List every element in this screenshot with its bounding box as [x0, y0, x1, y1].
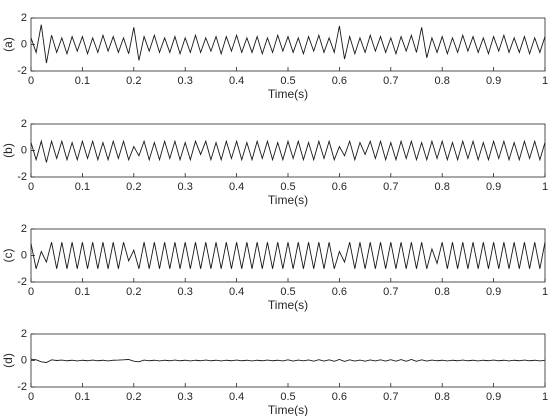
y-tick-label: -2 — [17, 171, 27, 183]
signal-line — [30, 139, 546, 163]
x-tick-label: 0.3 — [178, 391, 193, 403]
y-tick-label: 2 — [21, 223, 27, 235]
x-tick-label: 0.7 — [383, 181, 398, 193]
x-tick-label: 0.8 — [435, 181, 450, 193]
y-tick-label: 0 — [21, 144, 27, 156]
y-tick-label: -2 — [17, 65, 27, 77]
x-tick-label: 0.8 — [435, 391, 450, 403]
y-axis-label: (d) — [1, 353, 15, 368]
x-tick-label: 1 — [542, 391, 548, 403]
x-tick-label: 1 — [542, 75, 548, 87]
plot-frame — [30, 228, 546, 283]
x-axis-label: Time(s) — [268, 193, 308, 207]
y-tick-label: 0 — [21, 38, 27, 50]
y-tick-label: 2 — [21, 12, 27, 24]
y-axis-label: (a) — [1, 37, 15, 52]
x-tick-label: 0.2 — [126, 181, 141, 193]
x-tick-label: 0.7 — [383, 286, 398, 298]
x-tick-label: 0.3 — [178, 181, 193, 193]
x-tick-label: 0.4 — [229, 181, 244, 193]
y-tick-label: 2 — [21, 118, 27, 130]
y-tick-label: -2 — [17, 381, 27, 393]
x-tick-label: 0.3 — [178, 75, 193, 87]
x-tick-label: 0.4 — [229, 286, 244, 298]
x-tick-label: 0.9 — [486, 75, 501, 87]
signal-line — [30, 24, 546, 64]
y-axis-label: (c) — [1, 249, 15, 263]
x-tick-label: 0.1 — [75, 286, 90, 298]
x-tick-label: 0.6 — [332, 286, 347, 298]
x-tick-label: 0.9 — [486, 181, 501, 193]
plot-frame — [30, 17, 546, 72]
x-tick-label: 0.4 — [229, 75, 244, 87]
x-tick-label: 1 — [542, 286, 548, 298]
x-tick-label: 0.5 — [280, 391, 295, 403]
x-axis-label: Time(s) — [268, 87, 308, 101]
x-tick-label: 0 — [28, 286, 34, 298]
y-tick-label: 0 — [21, 249, 27, 261]
x-tick-label: 0.2 — [126, 286, 141, 298]
x-tick-label: 0.6 — [332, 181, 347, 193]
x-tick-label: 1 — [542, 181, 548, 193]
x-tick-label: 0.8 — [435, 286, 450, 298]
x-tick-label: 0 — [28, 181, 34, 193]
x-tick-label: 0.5 — [280, 286, 295, 298]
x-tick-label: 0.5 — [280, 75, 295, 87]
x-tick-label: 0.9 — [486, 286, 501, 298]
y-tick-label: 0 — [21, 354, 27, 366]
x-tick-label: 0.5 — [280, 181, 295, 193]
x-axis-label: Time(s) — [268, 403, 308, 416]
x-tick-label: 0.8 — [435, 75, 450, 87]
signal-line — [30, 242, 546, 269]
plot-frame — [30, 123, 546, 178]
x-tick-label: 0.2 — [126, 391, 141, 403]
x-tick-label: 0.1 — [75, 391, 90, 403]
x-tick-label: 0 — [28, 75, 34, 87]
x-tick-label: 0.9 — [486, 391, 501, 403]
x-tick-label: 0.3 — [178, 286, 193, 298]
x-tick-label: 0.2 — [126, 75, 141, 87]
x-tick-label: 0.6 — [332, 75, 347, 87]
x-tick-label: 0.7 — [383, 391, 398, 403]
x-tick-label: 0.6 — [332, 391, 347, 403]
x-tick-label: 0 — [28, 391, 34, 403]
y-tick-label: 2 — [21, 328, 27, 340]
signal-line — [30, 358, 546, 363]
y-tick-label: -2 — [17, 276, 27, 288]
x-tick-label: 0.7 — [383, 75, 398, 87]
x-axis-label: Time(s) — [268, 298, 308, 312]
y-axis-label: (b) — [1, 143, 15, 158]
x-tick-label: 0.1 — [75, 181, 90, 193]
x-tick-label: 0.1 — [75, 75, 90, 87]
x-tick-label: 0.4 — [229, 391, 244, 403]
